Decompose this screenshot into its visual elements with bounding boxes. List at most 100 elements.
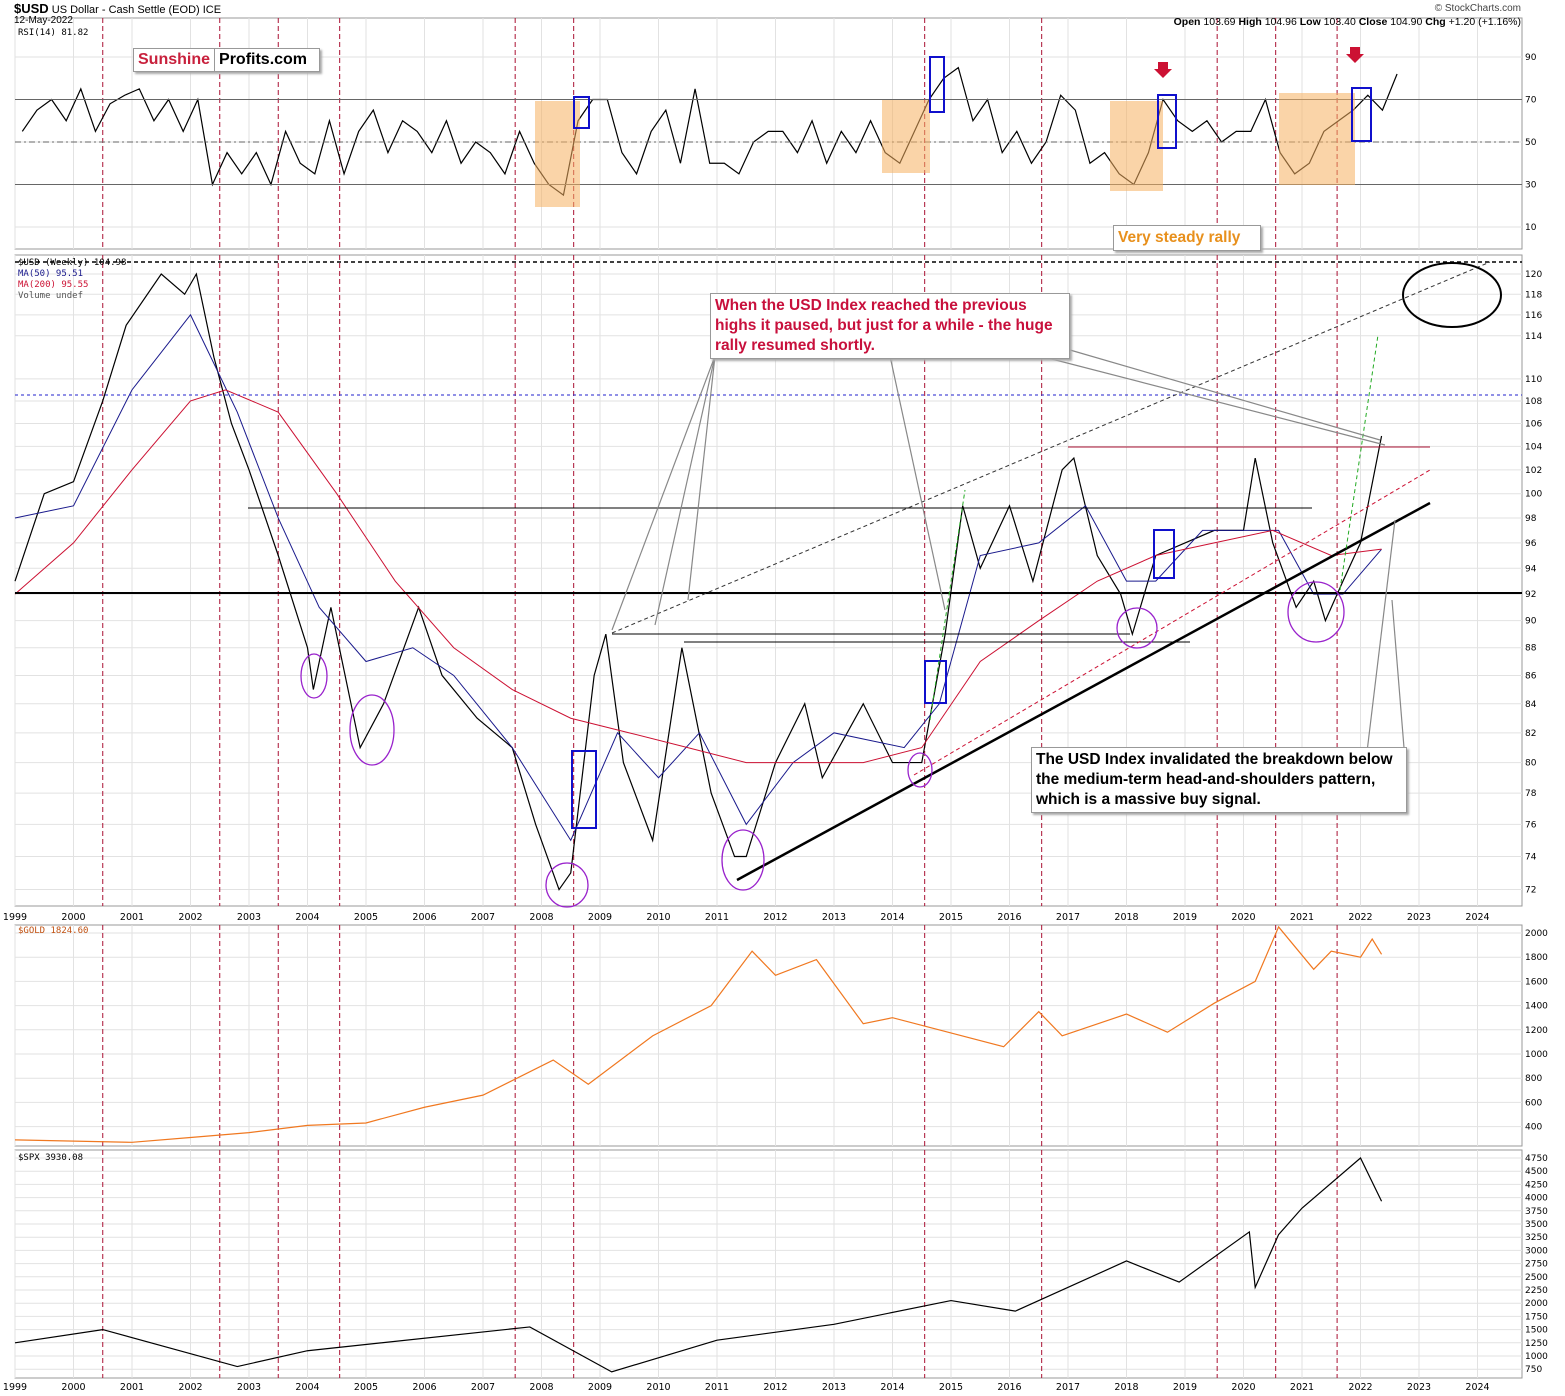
ohlc-high-label: High: [1235, 16, 1265, 28]
logo: Sunshine Profits.com: [133, 48, 321, 72]
y-tick-label: 1800: [1525, 953, 1548, 963]
y-tick-label: 50: [1525, 138, 1537, 148]
red-arrow-icon: [1346, 47, 1364, 63]
y-tick-label: 102: [1525, 466, 1542, 476]
y-tick-label: 90: [1525, 53, 1537, 63]
y-tick-label: 3000: [1525, 1246, 1548, 1256]
y-tick-label: 2500: [1525, 1273, 1548, 1283]
callout-pointer-line: [687, 355, 716, 601]
x-tick-label: 2021: [1290, 1382, 1314, 1393]
x-tick-label: 2013: [822, 1382, 846, 1393]
series-line-usd: [14, 272, 1383, 891]
y-tick-label: 98: [1525, 514, 1537, 524]
logo-sunshine: Sunshine: [134, 49, 216, 71]
y-tick-label: 1750: [1525, 1312, 1548, 1322]
target-ellipse: [1402, 262, 1502, 328]
callout-pointer-line: [1069, 349, 1381, 441]
red-dashed-trend-line: [913, 469, 1431, 776]
orange-highlight-box: [1110, 101, 1163, 191]
y-tick-label: 3750: [1525, 1207, 1548, 1217]
y-tick-label: 82: [1525, 729, 1536, 739]
x-tick-label: 1999: [3, 1382, 27, 1393]
x-tick-label: 2005: [354, 912, 378, 923]
y-tick-label: 78: [1525, 789, 1537, 799]
series-line-ma200: [14, 389, 1382, 764]
y-tick-label: 3500: [1525, 1220, 1548, 1230]
purple-low-circle: [907, 752, 933, 788]
y-tick-label: 750: [1525, 1365, 1542, 1375]
ohlc-chg-value: +1.20 (+1.16%): [1448, 16, 1521, 28]
volume-legend: Volume undef: [18, 291, 84, 301]
purple-low-circle: [349, 694, 395, 766]
blue-highlight-box: [1153, 529, 1175, 579]
x-tick-label: 2023: [1407, 1382, 1431, 1393]
callout-pointer-line: [889, 355, 946, 611]
y-tick-label: 2750: [1525, 1260, 1548, 1270]
x-tick-label: 2001: [120, 1382, 144, 1393]
y-tick-label: 400: [1525, 1123, 1542, 1133]
x-tick-label: 2018: [1114, 912, 1138, 923]
x-tick-label: 2009: [588, 1382, 612, 1393]
y-tick-label: 4250: [1525, 1180, 1548, 1190]
callout-pointer-line: [654, 355, 716, 626]
series-line-spx: [14, 1157, 1383, 1373]
y-tick-label: 2000: [1525, 1299, 1548, 1309]
orange-highlight-box: [1279, 93, 1355, 185]
blue-highlight-box: [929, 56, 945, 113]
x-tick-label: 2022: [1348, 1382, 1372, 1393]
x-tick-label: 2000: [61, 912, 85, 923]
x-tick-label: 2010: [646, 912, 670, 923]
blue-highlight-box: [573, 96, 590, 129]
x-tick-label: 2022: [1348, 912, 1372, 923]
x-tick-label: 2003: [237, 912, 261, 923]
spx-label: $SPX 3930.08: [18, 1153, 84, 1163]
ohlc-chg-label: Chg: [1422, 16, 1449, 28]
ohlc-high-value: 104.96: [1264, 16, 1297, 28]
ohlc-close-value: 104.90: [1390, 16, 1423, 28]
callout-previous-highs: When the USD Index reached the previous …: [710, 293, 1070, 359]
ohlc-open-label: Open: [1173, 16, 1204, 28]
series-line-ma50: [14, 313, 1382, 842]
x-tick-label: 2002: [178, 1382, 202, 1393]
usd-label: $USD (Weekly) 104.98: [18, 258, 127, 268]
y-tick-label: 84: [1525, 700, 1537, 710]
y-tick-label: 1600: [1525, 977, 1548, 987]
series-line-gold: [14, 925, 1383, 1143]
callout-head-and-shoulders: The USD Index invalidated the breakdown …: [1031, 747, 1407, 813]
y-tick-label: 86: [1525, 671, 1537, 681]
y-tick-label: 90: [1525, 617, 1537, 627]
x-tick-label: 2000: [61, 1382, 85, 1393]
y-tick-label: 92: [1525, 590, 1536, 600]
x-tick-label: 2018: [1114, 1382, 1138, 1393]
purple-low-circle: [721, 829, 765, 891]
series-line-rsi14: [21, 66, 1398, 197]
blue-highlight-box: [924, 660, 947, 704]
y-tick-label: 1400: [1525, 1002, 1548, 1012]
x-tick-label: 2013: [822, 912, 846, 923]
y-tick-label: 106: [1525, 419, 1542, 429]
y-tick-label: 72: [1525, 886, 1536, 896]
y-tick-label: 1000: [1525, 1352, 1548, 1362]
x-tick-label: 2008: [529, 912, 553, 923]
x-tick-label: 2017: [1056, 912, 1080, 923]
ma200-legend: MA(200) 95.55: [18, 280, 89, 290]
x-tick-label: 2015: [939, 912, 963, 923]
x-tick-label: 2014: [880, 912, 904, 923]
y-tick-label: 100: [1525, 490, 1542, 500]
blue-highlight-box: [571, 750, 597, 829]
ohlc-close-label: Close: [1355, 16, 1391, 28]
ohlc-open-value: 103.69: [1203, 16, 1236, 28]
x-tick-label: 2007: [471, 1382, 495, 1393]
y-tick-label: 1000: [1525, 1050, 1548, 1060]
y-tick-label: 104: [1525, 442, 1542, 452]
y-tick-label: 108: [1525, 397, 1542, 407]
x-tick-label: 2012: [763, 912, 787, 923]
ohlc-low-value: 103.40: [1323, 16, 1356, 28]
x-tick-label: 2016: [997, 912, 1021, 923]
x-tick-label: 2006: [412, 912, 436, 923]
purple-low-circle: [1287, 581, 1345, 643]
y-tick-label: 114: [1525, 332, 1542, 342]
y-tick-label: 76: [1525, 820, 1537, 830]
y-tick-label: 2250: [1525, 1286, 1548, 1296]
